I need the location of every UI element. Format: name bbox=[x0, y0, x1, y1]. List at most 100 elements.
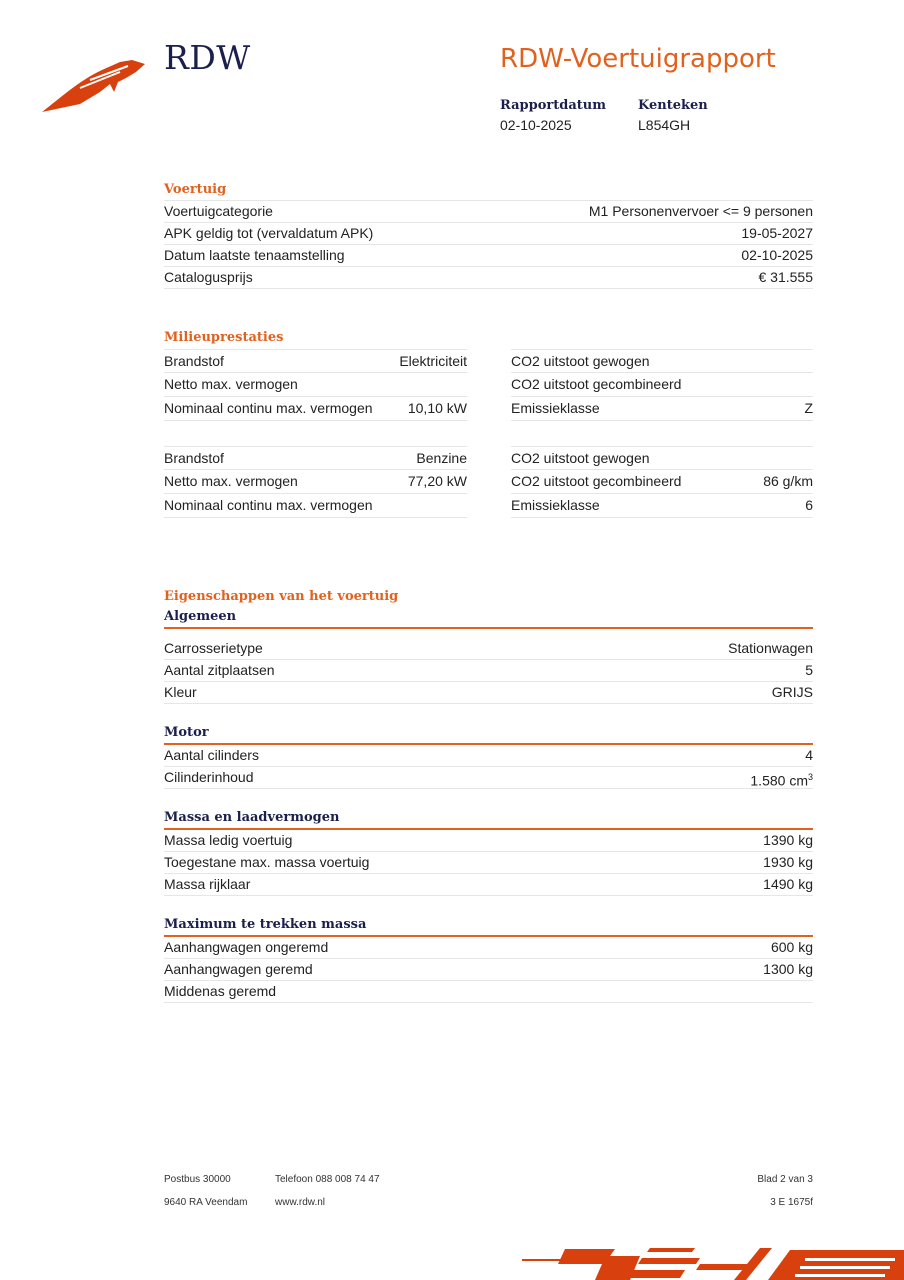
row-value: 10,10 kW bbox=[407, 400, 467, 416]
row-value: € 31.555 bbox=[758, 269, 814, 285]
row-value: 1300 kg bbox=[763, 961, 813, 977]
row-label: Carrosserietype bbox=[164, 640, 263, 656]
row-label: Brandstof bbox=[164, 450, 224, 466]
meta-rapportdatum: Rapportdatum 02-10-2025 bbox=[500, 98, 606, 133]
meta-value: 02-10-2025 bbox=[500, 117, 572, 133]
property-group: Maximum te trekken massa Aanhangwagen on… bbox=[164, 917, 813, 1003]
milieu-block: Brandstof Benzine CO2 uitstoot gewogen Ne… bbox=[164, 446, 813, 518]
row-value: 77,20 kW bbox=[407, 473, 467, 489]
row-value: 1490 kg bbox=[763, 876, 813, 892]
row-label: Toegestane max. massa voertuig bbox=[164, 854, 370, 870]
row-label: Aanhangwagen ongeremd bbox=[164, 939, 329, 955]
row-label: Datum laatste tenaamstelling bbox=[164, 247, 345, 263]
table-row: Aanhangwagen geremd 1300 kg bbox=[164, 959, 813, 981]
row-label: Netto max. vermogen bbox=[164, 376, 298, 392]
row-value: 1930 kg bbox=[763, 854, 813, 870]
row-label: Brandstof bbox=[164, 353, 224, 369]
group-heading: Massa en laadvermogen bbox=[164, 810, 813, 830]
report-title: RDW-Voertuigrapport bbox=[500, 44, 776, 74]
meta-kenteken: Kenteken L854GH bbox=[638, 98, 708, 133]
meta-label: Kenteken bbox=[638, 98, 708, 113]
table-row: Carrosserietype Stationwagen bbox=[164, 638, 813, 660]
table-row: Massa ledig voertuig 1390 kg bbox=[164, 830, 813, 852]
row-label: Kleur bbox=[164, 684, 197, 700]
row-value: Z bbox=[804, 400, 813, 416]
row-value: Stationwagen bbox=[728, 640, 813, 656]
table-row: APK geldig tot (vervaldatum APK) 19-05-2… bbox=[164, 223, 813, 245]
table-row: Datum laatste tenaamstelling 02-10-2025 bbox=[164, 245, 813, 267]
row-label: Aantal cilinders bbox=[164, 747, 259, 763]
logo-text: RDW bbox=[164, 38, 251, 77]
group-heading: Motor bbox=[164, 725, 813, 745]
table-row: Brandstof Benzine CO2 uitstoot gewogen bbox=[164, 446, 813, 470]
row-value: M1 Personenvervoer <= 9 personen bbox=[588, 203, 813, 219]
row-label: Nominaal continu max. vermogen bbox=[164, 497, 373, 513]
row-label: Catalogusprijs bbox=[164, 269, 253, 285]
group-heading: Maximum te trekken massa bbox=[164, 917, 813, 937]
row-label: Nominaal continu max. vermogen bbox=[164, 400, 373, 416]
table-row: Kleur GRIJS bbox=[164, 682, 813, 704]
row-label: Voertuigcategorie bbox=[164, 203, 273, 219]
row-value: 600 kg bbox=[770, 939, 813, 955]
property-group: Massa en laadvermogen Massa ledig voertu… bbox=[164, 810, 813, 896]
eigenschappen-section: Eigenschappen van het voertuig Algemeen … bbox=[164, 589, 813, 1024]
table-row: Netto max. vermogen 77,20 kW CO2 uitstoot… bbox=[164, 470, 813, 494]
row-value: Benzine bbox=[416, 450, 467, 466]
footer-website[interactable]: www.rdw.nl bbox=[275, 1197, 326, 1208]
row-value: 19-05-2027 bbox=[741, 225, 813, 241]
property-group: Motor Aantal cilinders 4 Cilinderinhoud … bbox=[164, 725, 813, 789]
milieu-block: Brandstof Elektriciteit CO2 uitstoot gewo… bbox=[164, 349, 813, 421]
voertuig-section: Voertuig Voertuigcategorie M1 Personenve… bbox=[164, 182, 813, 289]
table-row: Nominaal continu max. vermogen 10,10 kW E… bbox=[164, 397, 813, 421]
section-heading: Eigenschappen van het voertuig bbox=[164, 589, 399, 604]
property-group: Algemeen Carrosserietype Stationwagen Aa… bbox=[164, 609, 813, 704]
footer-code: 3 E 1675f bbox=[770, 1197, 813, 1208]
table-row: Nominaal continu max. vermogen Emissiekl… bbox=[164, 494, 813, 518]
table-row: Toegestane max. massa voertuig 1930 kg bbox=[164, 852, 813, 874]
row-value: GRIJS bbox=[771, 684, 813, 700]
table-row: Netto max. vermogen CO2 uitstoot gecombi… bbox=[164, 373, 813, 397]
footer-telefoon: Telefoon 088 008 74 47 bbox=[275, 1174, 380, 1185]
row-value: 4 bbox=[805, 747, 813, 763]
table-row: Cilinderinhoud 1.580 cm3 bbox=[164, 767, 813, 789]
row-label: Massa rijklaar bbox=[164, 876, 251, 892]
footer-postbus: Postbus 30000 bbox=[164, 1174, 231, 1185]
row-value: 86 g/km bbox=[763, 473, 813, 489]
row-label: Cilinderinhoud bbox=[164, 769, 254, 785]
table-row: Massa rijklaar 1490 kg bbox=[164, 874, 813, 896]
meta-label: Rapportdatum bbox=[500, 98, 606, 113]
section-heading: Voertuig bbox=[164, 182, 227, 197]
row-label: Emissieklasse bbox=[511, 400, 600, 416]
table-row: Aanhangwagen ongeremd 600 kg bbox=[164, 937, 813, 959]
rdw-stripes-icon bbox=[522, 1248, 904, 1280]
footer-adres: 9640 RA Veendam bbox=[164, 1197, 248, 1208]
group-heading: Algemeen bbox=[164, 609, 813, 629]
row-label: Aantal zitplaatsen bbox=[164, 662, 275, 678]
row-label: Middenas geremd bbox=[164, 983, 277, 999]
row-label: Netto max. vermogen bbox=[164, 473, 298, 489]
rdw-logo-icon bbox=[42, 60, 145, 112]
table-row: Brandstof Elektriciteit CO2 uitstoot gewo… bbox=[164, 349, 813, 373]
table-row: Aantal cilinders 4 bbox=[164, 745, 813, 767]
table-row: Aantal zitplaatsen 5 bbox=[164, 660, 813, 682]
footer-page: Blad 2 van 3 bbox=[757, 1174, 813, 1185]
row-value: 6 bbox=[805, 497, 813, 513]
milieu-section: Milieuprestaties Brandstof Elektriciteit … bbox=[164, 330, 813, 543]
row-label: CO2 uitstoot gewogen bbox=[511, 353, 650, 369]
row-label: Aanhangwagen geremd bbox=[164, 961, 313, 977]
row-label: Massa ledig voertuig bbox=[164, 832, 293, 848]
row-value: 5 bbox=[805, 662, 813, 678]
table-row: Voertuigcategorie M1 Personenvervoer <= … bbox=[164, 200, 813, 223]
superscript: 3 bbox=[807, 772, 813, 782]
table-row: Middenas geremd bbox=[164, 981, 813, 1003]
row-value: 02-10-2025 bbox=[741, 247, 813, 263]
section-heading: Milieuprestaties bbox=[164, 330, 284, 345]
row-value: 1.580 cm3 bbox=[750, 772, 813, 789]
row-label: CO2 uitstoot gecombineerd bbox=[511, 376, 682, 392]
row-label: CO2 uitstoot gecombineerd bbox=[511, 473, 682, 489]
row-value: Elektriciteit bbox=[399, 353, 467, 369]
row-label: Emissieklasse bbox=[511, 497, 600, 513]
meta-value: L854GH bbox=[638, 117, 691, 133]
row-label: CO2 uitstoot gewogen bbox=[511, 450, 650, 466]
row-label: APK geldig tot (vervaldatum APK) bbox=[164, 225, 374, 241]
